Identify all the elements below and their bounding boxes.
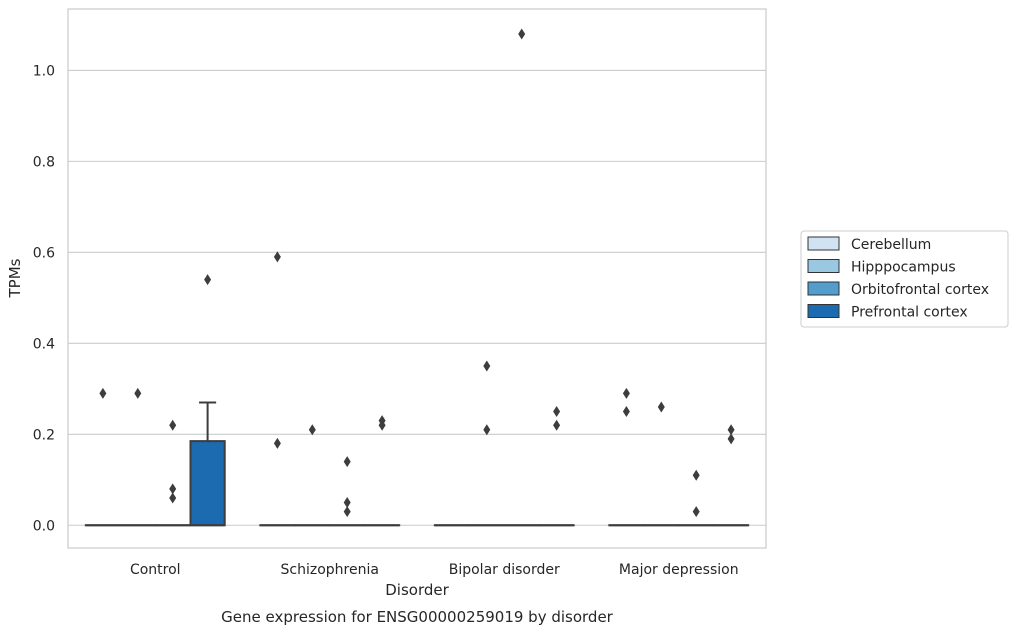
x-tick-label: Bipolar disorder [449,562,560,578]
box-plot [329,456,366,527]
outlier-point [343,456,351,468]
box-plot [468,360,505,527]
x-tick-label: Control [130,562,181,578]
outlier-point [692,469,700,481]
outlier-point [169,419,177,431]
outlier-point [553,419,561,431]
y-tick-label: 0.8 [33,154,55,170]
outlier-point [343,506,351,518]
y-tick-label: 0.2 [33,427,55,443]
plot-frame [67,8,767,549]
outlier-point [378,419,386,431]
y-tick-label: 0.6 [33,245,55,261]
plot-area [68,9,766,548]
outlier-point [169,492,177,504]
box [189,440,226,527]
outlier-point [622,387,630,399]
legend-label: Hipppocampus [851,260,956,276]
y-tick-labels: 0.0 0.2 0.4 0.6 0.8 1.0 [33,63,55,534]
chart-caption: Gene expression for ENSG00000259019 by d… [221,608,614,626]
box-plot [712,424,750,527]
outlier-point [134,387,142,399]
outlier-point [553,406,561,418]
legend-frame [800,230,1009,328]
outlier-point [692,506,700,518]
outlier-point [169,483,177,495]
legend-swatch [807,281,840,296]
outlier-point [273,437,281,449]
x-axis-label: Disorder [385,581,449,599]
outlier-point [518,28,526,40]
box-plot [363,415,401,527]
y-tick-label: 0.4 [33,336,55,352]
y-tick-label: 1.0 [33,63,55,79]
legend-label: Prefrontal cortex [851,305,968,321]
x-tick-labels: Control Schizophrenia Bipolar disorder Majo… [130,562,739,578]
outlier-point [99,387,107,399]
outlier-point [483,360,491,372]
box-plot [189,274,226,527]
outlier-point [483,424,491,436]
box-plot [608,387,645,527]
y-axis-label: TPMs [6,258,24,298]
outlier-point [657,401,665,413]
box-plot [678,469,715,527]
legend: Cerebellum Hipppocampus Orbitofrontal cort… [800,230,1009,328]
outlier-point [308,424,316,436]
outlier-point [622,406,630,418]
box-groups [84,28,750,527]
x-tick-label: Schizophrenia [281,562,379,578]
outlier-point [204,274,212,286]
outlier-point [273,251,281,263]
outlier-point [727,424,735,436]
outlier-point [343,497,351,509]
box-plot [538,406,575,527]
x-tick-label: Major depression [619,562,739,578]
legend-swatch [807,304,840,318]
legend-swatch [807,236,840,251]
legend-label: Orbitofrontal cortex [851,282,989,298]
legend-swatch [807,259,840,273]
legend-label: Cerebellum [851,237,931,253]
outlier-point [727,433,735,445]
y-tick-label: 0.0 [33,518,55,534]
